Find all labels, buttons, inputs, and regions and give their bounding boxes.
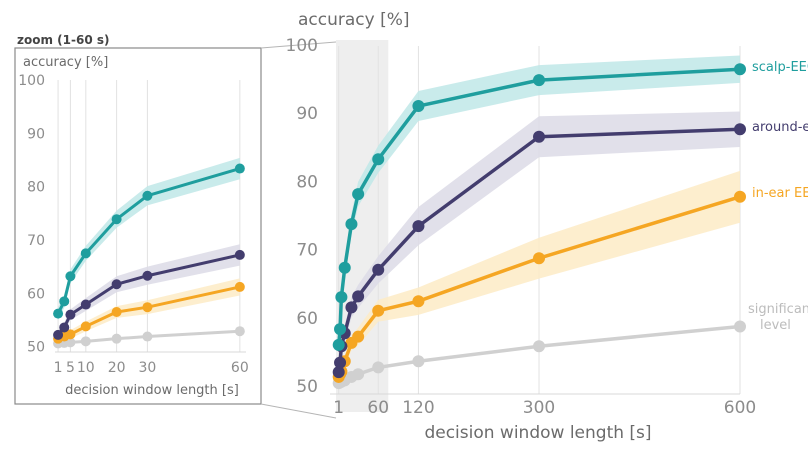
data-point — [372, 153, 385, 166]
x-tick-label: 60 — [367, 398, 389, 418]
data-point — [65, 309, 76, 320]
main-x-axis-label: decision window length [s] — [424, 423, 651, 443]
data-point — [53, 329, 64, 340]
series-line — [336, 67, 741, 346]
data-point — [65, 329, 76, 340]
x-tick-label: 600 — [724, 398, 756, 418]
series-line — [336, 127, 741, 373]
main-plot-area: 1 60 120 300 600 50 60 70 80 90 100 — [286, 36, 757, 418]
data-point — [59, 296, 70, 307]
data-point — [53, 308, 64, 319]
y-tick-label: 90 — [296, 104, 318, 124]
data-point — [334, 323, 347, 336]
data-point — [352, 188, 365, 201]
data-point — [533, 130, 546, 143]
data-point — [111, 279, 122, 290]
x-tick-label: 1 — [333, 398, 344, 418]
data-point — [338, 261, 351, 274]
data-point — [111, 307, 122, 317]
data-point — [234, 163, 245, 174]
data-point — [533, 74, 546, 87]
data-point — [142, 270, 153, 281]
data-point — [345, 218, 358, 231]
data-point — [59, 322, 70, 333]
data-point — [372, 304, 385, 317]
legend-label-significance-level: significancelevel — [748, 302, 808, 333]
data-point — [142, 190, 153, 201]
y-tick-label: 80 — [296, 172, 318, 192]
data-point — [372, 263, 385, 276]
data-point — [332, 366, 345, 379]
x-tick-label: 120 — [402, 398, 434, 418]
x-tick-label: 60 — [231, 360, 249, 376]
data-point — [533, 252, 546, 265]
data-point — [65, 271, 76, 282]
series-band — [58, 244, 240, 340]
y-tick-label: 60 — [27, 286, 45, 302]
y-tick-label: 70 — [296, 241, 318, 261]
y-tick-label: 50 — [296, 377, 318, 397]
x-tick-label: 20 — [108, 360, 126, 376]
data-point — [352, 330, 365, 343]
zoom-plot-area: 1 5 10 20 30 60 50 60 70 80 90 100 — [18, 73, 248, 376]
data-point — [734, 320, 746, 333]
data-point — [412, 100, 425, 113]
zoom-panel-frame — [14, 47, 262, 405]
zoom-y-axis-label: accuracy [%] — [23, 55, 108, 70]
data-point — [80, 248, 91, 259]
data-point — [345, 301, 358, 314]
x-tick-label: 30 — [139, 360, 157, 376]
series-band — [338, 111, 740, 378]
y-tick-label: 50 — [27, 340, 45, 356]
y-tick-label: 70 — [27, 233, 45, 249]
data-point — [234, 326, 245, 337]
zoom-title: zoom (1-60 s) — [17, 33, 109, 47]
y-tick-label: 100 — [18, 73, 45, 89]
data-point — [80, 336, 91, 347]
data-point — [352, 290, 365, 303]
data-point — [234, 281, 245, 292]
legend-label-in-ear-eeg: in-ear EEG — [752, 186, 808, 201]
data-point — [372, 361, 385, 374]
data-point — [142, 302, 153, 313]
data-point — [142, 331, 153, 342]
data-point — [234, 249, 245, 260]
y-tick-label: 80 — [27, 180, 45, 196]
zoom-x-axis-label: decision window length [s] — [65, 383, 239, 398]
data-point — [734, 190, 746, 203]
data-point — [412, 220, 425, 233]
data-point — [335, 291, 348, 304]
data-point — [111, 333, 122, 344]
series-band — [338, 170, 740, 382]
data-point — [80, 321, 91, 332]
zoom-connector-bottom — [260, 403, 337, 419]
data-point — [352, 368, 365, 381]
y-tick-label: 60 — [296, 309, 318, 329]
data-point — [332, 338, 345, 351]
x-tick-label: 10 — [77, 360, 95, 376]
data-point — [533, 340, 546, 353]
main-y-axis-label: accuracy [%] — [298, 10, 410, 30]
data-point — [111, 214, 122, 225]
data-point — [334, 356, 347, 369]
data-point — [734, 63, 746, 76]
y-tick-label: 100 — [286, 36, 318, 56]
data-point — [734, 123, 746, 136]
legend-label-around-ear: around-ear — [752, 120, 808, 135]
y-tick-label: 90 — [27, 126, 45, 142]
zoom-connector-top — [260, 41, 337, 49]
x-tick-label: 300 — [523, 398, 555, 418]
legend-label-scalp-eeg: scalp-EEG — [752, 60, 808, 75]
data-point — [80, 299, 91, 310]
x-tick-label: 5 — [66, 360, 75, 376]
data-point — [412, 295, 425, 308]
x-tick-label: 1 — [54, 360, 63, 376]
data-point — [412, 355, 425, 368]
